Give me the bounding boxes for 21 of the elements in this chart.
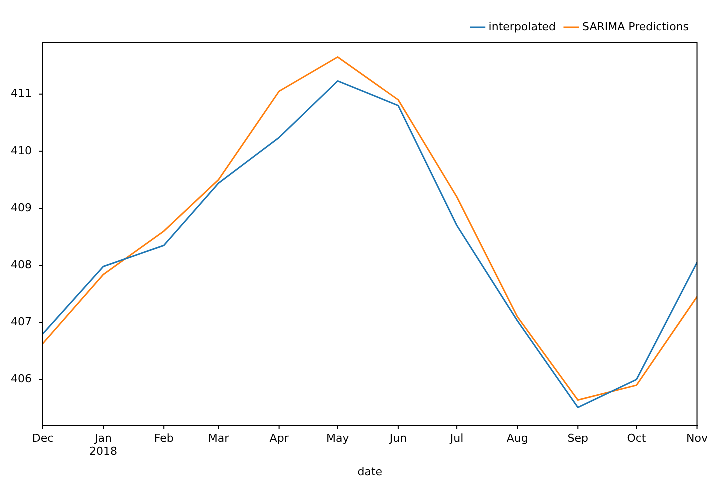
y-tick-label: 410	[10, 144, 32, 158]
y-tick-label: 408	[10, 258, 32, 272]
y-tick-label: 409	[10, 201, 32, 214]
x-tick-label: Aug	[506, 432, 528, 445]
y-tick-label: 407	[10, 316, 32, 329]
y-tick-label: 406	[10, 372, 32, 386]
x-tick-label: Dec	[32, 432, 54, 445]
x-tick-label: Feb	[154, 432, 174, 445]
x-tick-label: Mar	[208, 432, 230, 445]
x-tick-label: Jun	[388, 432, 408, 445]
x-tick-label: May	[326, 432, 350, 445]
x-tick-label: Jan 2018	[90, 432, 118, 458]
x-tick-label: Apr	[270, 432, 290, 445]
legend-label: SARIMA Predictions	[582, 20, 690, 34]
x-tick-label: Sep	[568, 432, 589, 445]
y-tick-label: 411	[10, 87, 32, 100]
x-axis-title: date	[358, 465, 383, 478]
x-tick-label: Nov	[686, 432, 708, 445]
x-tick-label: Jul	[449, 432, 464, 445]
legend-label: interpolated	[488, 20, 556, 34]
x-tick-label: Oct	[627, 432, 647, 445]
